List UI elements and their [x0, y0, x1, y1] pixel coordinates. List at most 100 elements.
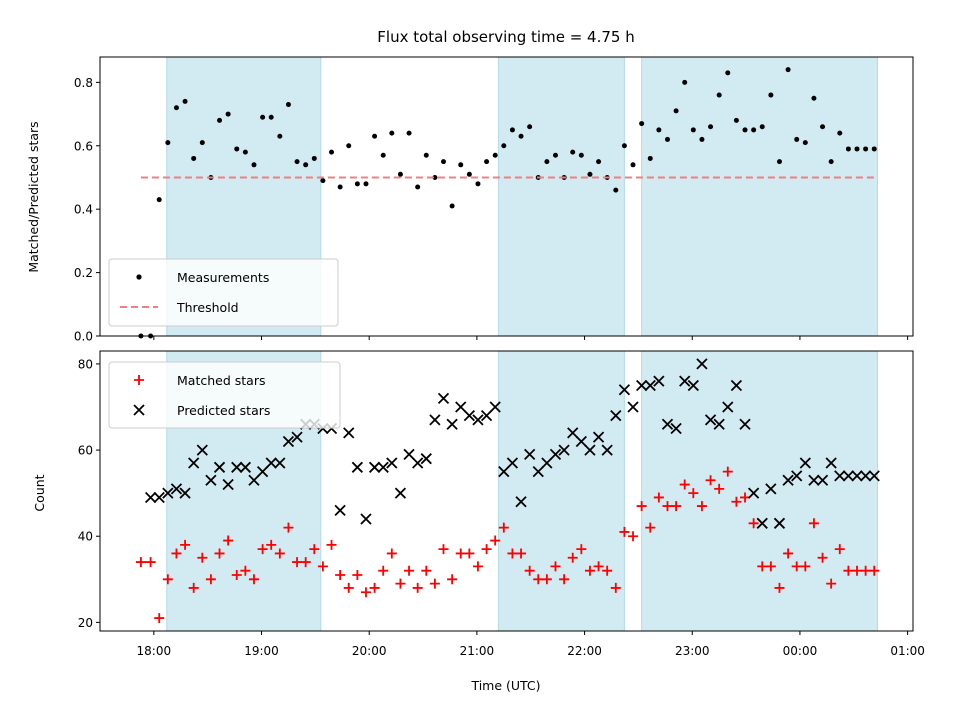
measurements-point [311, 155, 317, 161]
bottom-x-axis-ticks: 18:00 19:00 20:00 21:00 22:00 23:00 00:00 01:00 [137, 631, 925, 658]
matched-stars-marker [412, 582, 423, 593]
matched-stars-marker [748, 518, 759, 529]
measurements-point [260, 114, 266, 120]
shaded-band-3 [641, 56, 878, 337]
matched-stars-marker [516, 548, 527, 559]
predicted-stars-marker [360, 513, 372, 525]
measurements-point [268, 114, 274, 120]
x-tick-label: 18:00 [137, 644, 172, 658]
measurements-point [544, 159, 550, 165]
matched-stars-marker [429, 578, 440, 589]
x-tick-label: 00:00 [783, 644, 818, 658]
measurements-point [217, 117, 223, 123]
matched-stars-marker [326, 539, 337, 550]
measurements-legend-marker [136, 274, 142, 280]
measurements-point [397, 171, 403, 177]
measurements-point [242, 149, 248, 155]
matched-stars-marker [472, 561, 483, 572]
predicted-stars-marker [256, 465, 269, 478]
predicted-stars-marker [274, 457, 286, 469]
predicted-stars-marker [343, 427, 355, 439]
predicted-stars-marker [756, 517, 768, 529]
shaded-band-3 [641, 350, 878, 632]
predicted-stars-marker [567, 427, 579, 439]
predicted-stars-marker [377, 461, 389, 473]
matched-stars-marker [214, 548, 225, 559]
matched-stars-marker [498, 522, 509, 533]
predicted-stars-marker [498, 465, 510, 478]
measurements-point [656, 127, 662, 133]
measurements-point [492, 152, 498, 158]
measurements-point [578, 152, 584, 158]
measurements-point [725, 70, 731, 76]
predicted-stars-legend-marker [133, 404, 145, 416]
matched-stars-marker [240, 565, 251, 576]
measurements-point [285, 102, 291, 108]
matched-stars-marker [447, 574, 458, 585]
top-y-axis-label: Matched/Predicted stars [26, 121, 41, 272]
measurements-point [863, 146, 869, 152]
predicted-stars-marker [196, 444, 208, 456]
measurements-point [406, 130, 412, 136]
measurements-point [303, 162, 309, 168]
measurements-point [664, 136, 670, 142]
top-series-layer [138, 67, 877, 339]
predicted-stars-marker [730, 379, 743, 392]
measurements-point [329, 149, 335, 155]
bottom-panel: 20 40 60 80 18:00 19:00 20:00 21:00 22:00 23:00 0… [32, 350, 925, 693]
y-tick-label: 20 [78, 616, 93, 630]
x-tick-label: 19:00 [244, 644, 279, 658]
predicted-stars-marker [592, 431, 605, 443]
top-plot-frame [99, 56, 914, 337]
measurements-point [501, 143, 507, 149]
matched-stars-marker [636, 501, 647, 512]
measurements-point [682, 79, 688, 85]
matched-stars-marker [395, 578, 406, 589]
predicted-stars-marker [386, 457, 398, 469]
predicted-stars-marker [575, 435, 587, 448]
measurements-point [837, 130, 843, 136]
measurements-point [621, 143, 627, 149]
matched-stars-marker [352, 570, 363, 580]
predicted-stars-marker [524, 448, 536, 461]
top-y-axis-ticks: 0.0 0.2 0.4 0.6 0.8 [74, 76, 100, 344]
predicted-stars-marker [636, 379, 648, 392]
matched-stars-marker [404, 565, 415, 576]
predicted-stars-marker [231, 461, 243, 473]
predicted-stars-marker [679, 375, 691, 387]
predicted-stars-marker [747, 487, 760, 499]
predicted-stars-marker [816, 474, 829, 486]
measurements-point [845, 146, 851, 152]
predicted-stars-marker [713, 418, 725, 430]
measurements-point [811, 95, 817, 101]
measurements-point [251, 162, 257, 168]
predicted-stars-marker [162, 487, 174, 499]
predicted-stars-marker [558, 444, 570, 456]
y-tick-label: 60 [78, 444, 93, 458]
predicted-stars-marker [859, 470, 872, 482]
predicted-stars-marker [420, 453, 432, 465]
matched-stars-marker [223, 535, 234, 546]
measurements-point [441, 159, 447, 165]
top-x-axis-ticks [153, 336, 909, 340]
predicted-stars-marker [773, 517, 786, 529]
measurements-point [509, 127, 515, 133]
matched-stars-marker [300, 557, 311, 568]
predicted-stars-marker [334, 504, 346, 517]
matched-stars-marker [731, 496, 742, 507]
measurements-point [156, 197, 162, 203]
predicted-stars-marker [188, 457, 200, 469]
predicted-stars-marker [403, 448, 415, 461]
matched-stars-marker [369, 582, 380, 593]
matched-stars-marker [584, 565, 595, 576]
predicted-stars-marker [455, 401, 467, 413]
measurements-point [802, 140, 808, 146]
y-tick-label: 0.2 [74, 266, 93, 280]
matched-stars-marker [662, 501, 673, 512]
matched-stars-marker [628, 531, 639, 542]
shaded-band-2 [497, 56, 625, 337]
predicted-stars-marker [506, 457, 519, 469]
top-legend-box [108, 258, 339, 327]
measurements-point [716, 92, 722, 98]
matched-stars-marker [455, 548, 466, 559]
